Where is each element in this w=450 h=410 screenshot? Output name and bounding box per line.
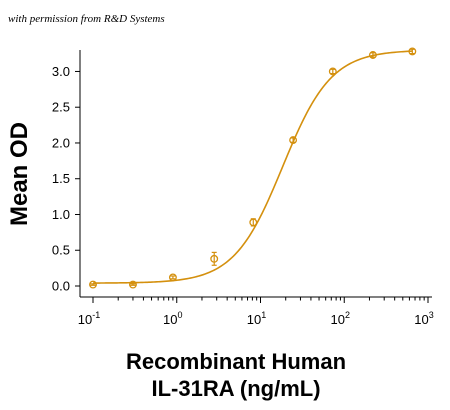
data-point xyxy=(408,47,417,56)
data-point xyxy=(129,280,137,289)
plot-frame xyxy=(79,50,432,298)
point-marker xyxy=(89,280,97,289)
x-tick-label: 100 xyxy=(163,310,182,327)
point-marker xyxy=(408,47,417,56)
y-tick-label: 1.5 xyxy=(52,171,70,186)
y-axis-title: Mean OD xyxy=(6,122,33,226)
y-tick-label: 0.0 xyxy=(52,279,70,294)
data-point xyxy=(249,218,258,227)
data-point xyxy=(368,51,377,59)
point-marker xyxy=(289,136,298,145)
y-tick-label: 3.0 xyxy=(52,64,70,79)
point-marker xyxy=(368,51,377,59)
data-point xyxy=(289,136,298,145)
point-marker xyxy=(328,67,337,76)
y-tick-label: 1.0 xyxy=(52,207,70,222)
y-tick-label: 0.5 xyxy=(52,243,70,258)
point-marker xyxy=(168,273,177,282)
point-marker xyxy=(129,280,137,289)
fit-curve xyxy=(92,50,413,284)
data-point xyxy=(328,67,337,76)
data-point xyxy=(168,273,177,282)
x-axis-title-line-1: Recombinant Human xyxy=(126,349,346,374)
credit-text: with permission from R&D Systems xyxy=(8,13,165,25)
point-marker xyxy=(249,218,258,227)
y-ticks: 0.0 0.5 1.0 1.5 2.0 2.5 3.0 xyxy=(52,64,80,294)
x-tick-label: 103 xyxy=(414,310,433,327)
x-axis-title-line-2: IL-31RA (ng/mL) xyxy=(151,376,320,401)
point-marker xyxy=(210,254,219,263)
x-tick-label: 101 xyxy=(247,310,266,327)
data-point xyxy=(210,251,219,266)
data-points xyxy=(89,47,417,289)
y-tick-label: 2.0 xyxy=(52,135,70,150)
x-minor-ticks xyxy=(117,297,425,301)
x-ticks: 10-1 100 101 102 103 xyxy=(78,297,434,327)
y-tick-label: 2.5 xyxy=(52,100,70,115)
x-tick-label: 10-1 xyxy=(78,310,100,327)
x-tick-label: 102 xyxy=(331,310,350,327)
data-point xyxy=(89,280,97,289)
